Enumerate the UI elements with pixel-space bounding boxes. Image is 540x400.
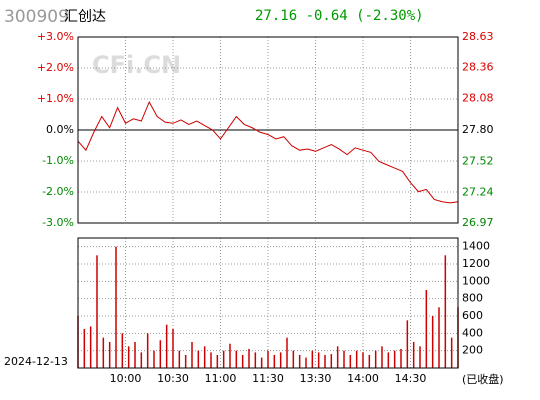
y2-tick-label: 27.24 <box>462 186 494 199</box>
y-tick-label: -1.0% <box>42 154 74 167</box>
x-tick-label: 14:30 <box>395 372 427 385</box>
y-tick-label: -3.0% <box>42 216 74 229</box>
y-tick-label: 1200 <box>462 257 490 270</box>
x-tick-label: 10:30 <box>157 372 189 385</box>
price-line <box>77 100 459 204</box>
date-label: 2024-12-13 <box>4 355 68 368</box>
x-tick-label: 10:00 <box>110 372 142 385</box>
y-tick-label: +3.0% <box>37 30 74 43</box>
x-tick-label: 14:00 <box>347 372 379 385</box>
watermark: CFi.CN <box>92 51 181 79</box>
y2-tick-label: 27.52 <box>462 154 494 167</box>
x-tick-label: 13:30 <box>300 372 332 385</box>
status-label: (已收盘) <box>462 372 504 386</box>
y-tick-label: 400 <box>462 326 483 339</box>
y-tick-label: 1400 <box>462 240 490 253</box>
y-tick-label: -2.0% <box>42 185 74 198</box>
quote: 27.16 -0.64 (-2.30%) <box>255 8 424 24</box>
y-tick-label: 800 <box>462 292 483 305</box>
y-tick-label: 1000 <box>462 274 490 287</box>
y-tick-label: +2.0% <box>37 61 74 74</box>
x-tick-label: 11:00 <box>205 372 237 385</box>
stock-code: 300909 <box>4 7 69 27</box>
y-tick-label: 0.0% <box>46 123 74 136</box>
plot-frame <box>77 36 459 224</box>
y-tick-label: 200 <box>462 344 483 357</box>
y2-tick-label: 28.08 <box>462 92 494 105</box>
y2-tick-label: 26.97 <box>462 216 494 229</box>
y-tick-label: 600 <box>462 309 483 322</box>
y2-tick-label: 27.80 <box>462 123 494 136</box>
y2-tick-label: 28.36 <box>462 60 494 73</box>
plot-frame <box>77 237 459 369</box>
x-tick-label: 11:30 <box>252 372 284 385</box>
y2-tick-label: 28.63 <box>462 30 494 43</box>
y-tick-label: +1.0% <box>37 92 74 105</box>
stock-name: 汇创达 <box>64 9 106 25</box>
